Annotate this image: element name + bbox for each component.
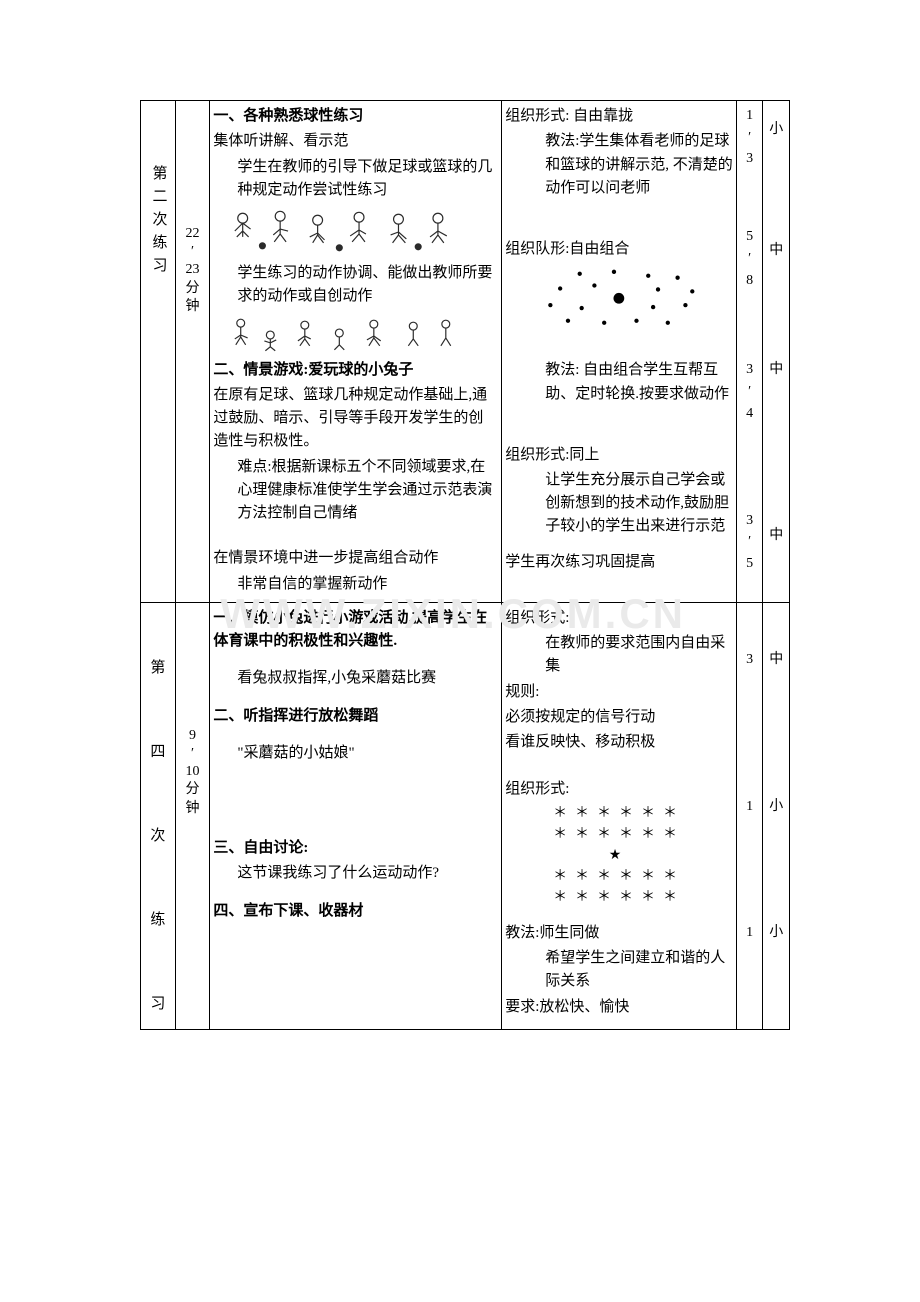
- children-playing-illustration-1: [221, 206, 477, 258]
- org4-s2b: 教法:师生同做: [505, 922, 733, 945]
- org-s3a: 组织形式:同上: [505, 444, 733, 467]
- org4-s2d: 要求:放松快、愉快: [505, 996, 733, 1019]
- org4-s1e: 看谁反映快、移动积极: [505, 731, 733, 754]
- dur-2d: 3′5: [736, 440, 763, 603]
- content4-p1: 看兔叔叔指挥,小兔采蘑菇比赛: [213, 667, 498, 690]
- dur-4a: 3: [736, 602, 763, 766]
- content4-h3: 三、自由讨论:: [213, 837, 498, 860]
- content-p4: 在原有足球、篮球几种规定动作基础上,通过鼓励、暗示、引导等手段开发学生的创造性与…: [213, 384, 498, 454]
- content-p1: 集体听讲解、看示范: [213, 130, 498, 153]
- org4-s1c: 规则:: [505, 681, 733, 704]
- content-p2: 学生在教师的引导下做足球或篮球的几种规定动作尝试性练习: [213, 156, 498, 203]
- int-2a: 小: [763, 101, 790, 223]
- dur-2a: 1′3: [736, 101, 763, 223]
- stage-cell-4: 第四次练习: [141, 602, 176, 1029]
- org-s3b: 让学生充分展示自己学会或创新想到的技术动作,鼓励胆子较小的学生出来进行示范: [505, 469, 733, 539]
- int-2d: 中: [763, 440, 790, 603]
- dur-4c: 1: [736, 918, 763, 1030]
- time-value-2: 22′23分钟: [186, 226, 200, 314]
- int-4a: 中: [763, 602, 790, 766]
- content-p7: 非常自信的掌握新动作: [213, 573, 498, 596]
- int-4b: 小: [763, 766, 790, 918]
- dur-2b: 5′8: [736, 222, 763, 355]
- org-cell-4a: 组织形式: 在教师的要求范围内自由采集 规则: 必须按规定的信号行动 看谁反映快…: [502, 602, 737, 766]
- content-p3: 学生练习的动作协调、能做出教师所要求的动作或自创动作: [213, 262, 498, 309]
- time-cell-2: 22′23分钟: [175, 101, 210, 603]
- content4-h2: 二、听指挥进行放松舞蹈: [213, 705, 498, 728]
- int-2c: 中: [763, 355, 790, 439]
- content-h1: 一、各种熟悉球性练习: [213, 105, 498, 128]
- dur-2c: 3′4: [736, 355, 763, 439]
- org-cell-2d: 组织形式:同上 让学生充分展示自己学会或创新想到的技术动作,鼓励胆子较小的学生出…: [502, 440, 737, 603]
- org-cell-2b: 组织队形:自由组合: [502, 222, 737, 355]
- org4-s1b: 在教师的要求范围内自由采集: [505, 632, 733, 679]
- dots-formation-figure: [521, 264, 717, 334]
- content-cell-2: 一、各种熟悉球性练习 集体听讲解、看示范 学生在教师的引导下做足球或篮球的几种规…: [210, 101, 502, 603]
- org-s1a: 组织形式: 自由靠拢: [505, 105, 733, 128]
- dur-4b: 1: [736, 766, 763, 918]
- stage-label-2: 第二次练习: [146, 165, 169, 280]
- content4-h1: 一、模仿小兔进行小游戏活动,提高学生在体育课中的积极性和兴趣性.: [213, 607, 498, 654]
- content4-p3: 这节课我练习了什么运动动作?: [213, 862, 498, 885]
- org4-s1a: 组织形式:: [505, 607, 733, 630]
- org4-s2c: 希望学生之间建立和谐的人际关系: [505, 947, 733, 994]
- content-p5: 难点:根据新课标五个不同领域要求,在心理健康标准使学生学会通过示范表演方法控制自…: [213, 456, 498, 526]
- org-s2b: 教法: 自由组合学生互帮互助、定时轮换.按要求做动作: [505, 359, 733, 406]
- content-cell-4: 一、模仿小兔进行小游戏活动,提高学生在体育课中的积极性和兴趣性. 看兔叔叔指挥,…: [210, 602, 502, 1029]
- org4-s2a: 组织形式:: [505, 778, 733, 801]
- org-s1b: 教法:学生集体看老师的足球和篮球的讲解示范, 不清楚的动作可以问老师: [505, 130, 733, 200]
- int-2b: 中: [763, 222, 790, 355]
- lesson-plan-table: 第二次练习 22′23分钟 一、各种熟悉球性练习 集体听讲解、看示范 学生在教师…: [140, 100, 790, 1030]
- org-cell-2a: 组织形式: 自由靠拢 教法:学生集体看老师的足球和篮球的讲解示范, 不清楚的动作…: [502, 101, 737, 223]
- org-s2a: 组织队形:自由组合: [505, 238, 733, 261]
- org-s3c: 学生再次练习巩固提高: [505, 551, 733, 574]
- content-h2: 二、情景游戏:爱玩球的小兔子: [213, 359, 498, 382]
- children-playing-illustration-2: [221, 313, 477, 355]
- star-formation-figure: ＊＊＊＊＊＊＊＊＊＊＊＊★＊＊＊＊＊＊＊＊＊＊＊＊: [505, 803, 733, 908]
- org-cell-4b: 组织形式: ＊＊＊＊＊＊＊＊＊＊＊＊★＊＊＊＊＊＊＊＊＊＊＊＊: [502, 766, 737, 918]
- stage-cell-2: 第二次练习: [141, 101, 176, 603]
- org-cell-2c: 教法: 自由组合学生互帮互助、定时轮换.按要求做动作: [502, 355, 737, 439]
- content-p6: 在情景环境中进一步提高组合动作: [213, 547, 498, 570]
- time-cell-4: 9′10分钟: [175, 602, 210, 1029]
- org-cell-4c: 教法:师生同做 希望学生之间建立和谐的人际关系 要求:放松快、愉快: [502, 918, 737, 1030]
- org4-s1d: 必须按规定的信号行动: [505, 706, 733, 729]
- content4-h4: 四、宣布下课、收器材: [213, 900, 498, 923]
- int-4c: 小: [763, 918, 790, 1030]
- content4-p2: "采蘑菇的小姑娘": [213, 742, 498, 765]
